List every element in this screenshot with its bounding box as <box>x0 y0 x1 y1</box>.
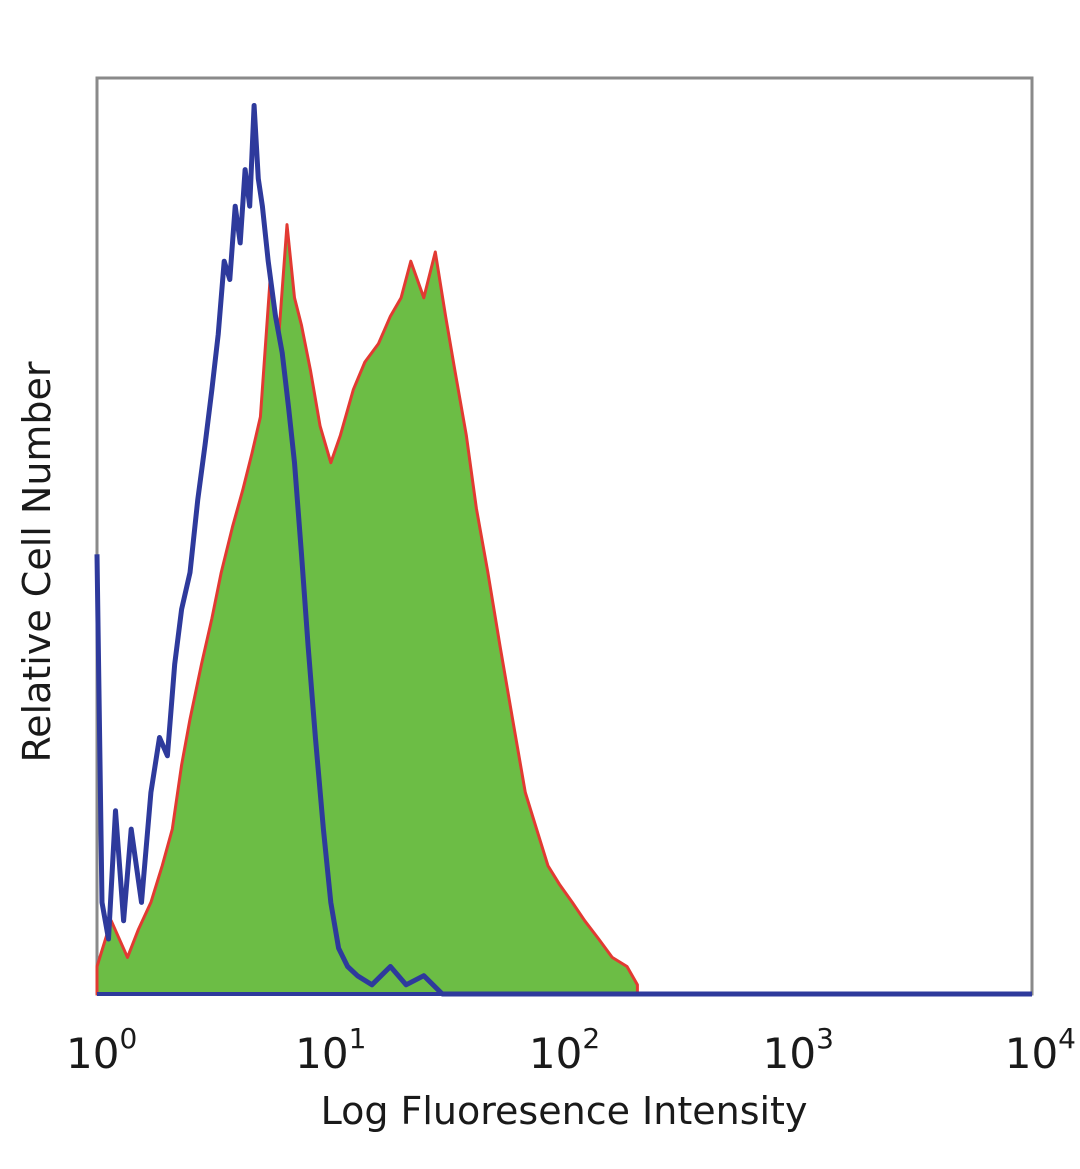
x-tick-label: 103 <box>763 1022 834 1078</box>
x-tick-label: 101 <box>295 1022 366 1078</box>
y-axis-title: Relative Cell Number <box>15 361 59 762</box>
filled-histogram-series <box>95 223 639 996</box>
outline-histogram-series <box>94 103 1032 997</box>
x-tick-label: 100 <box>66 1022 137 1078</box>
x-tick-labels: 100 101 102 103 104 <box>66 1022 1076 1078</box>
x-tick-label: 104 <box>1005 1022 1076 1078</box>
series-layer <box>94 103 1032 997</box>
x-axis-title: Log Fluoresence Intensity <box>321 1089 808 1133</box>
x-tick-label: 102 <box>529 1022 600 1078</box>
